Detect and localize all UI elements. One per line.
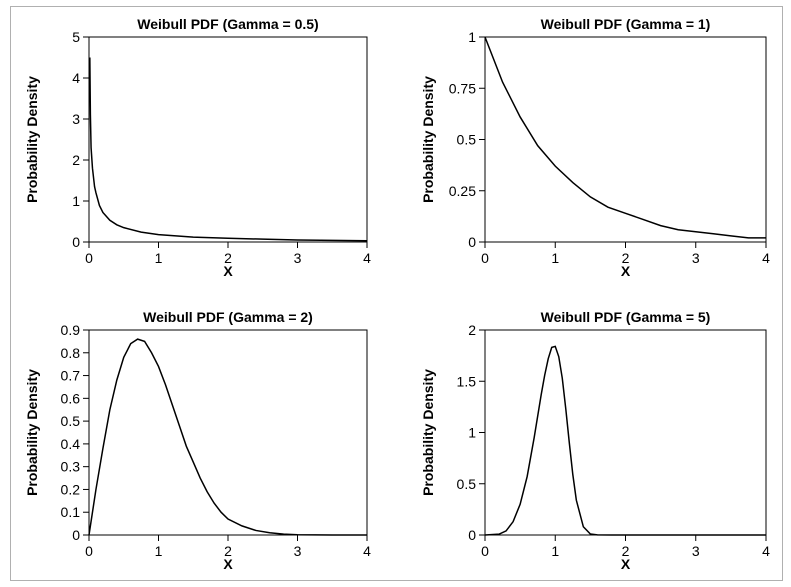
x-tick-label: 2 bbox=[622, 543, 630, 559]
y-tick-label: 0.8 bbox=[61, 345, 81, 361]
plot-frame bbox=[88, 36, 368, 243]
x-axis-label: X bbox=[223, 263, 233, 279]
y-tick-label: 2 bbox=[72, 152, 80, 168]
y-axis-label: Probability Density bbox=[420, 369, 436, 496]
x-tick-label: 2 bbox=[622, 250, 630, 266]
y-tick-label: 0.9 bbox=[61, 322, 81, 338]
plot-frame bbox=[484, 36, 767, 243]
x-tick-label: 3 bbox=[692, 543, 700, 559]
x-axis-label: X bbox=[223, 556, 233, 572]
y-tick-label: 0 bbox=[72, 234, 80, 250]
x-tick-label: 4 bbox=[363, 250, 371, 266]
y-tick-label: 3 bbox=[72, 111, 80, 127]
chart-title: Weibull PDF (Gamma = 1) bbox=[541, 16, 711, 32]
y-axis-label: Probability Density bbox=[24, 369, 40, 496]
y-tick-label: 0.2 bbox=[61, 481, 81, 497]
x-tick-label: 1 bbox=[155, 543, 163, 559]
chart-panel-3: Weibull PDF (Gamma = 2) 0 1 2 3 4 0 0.1 0.2 0.3 0.… bbox=[24, 309, 371, 572]
x-axis-label: X bbox=[621, 556, 631, 572]
x-tick-label: 2 bbox=[224, 250, 232, 266]
x-tick-label: 0 bbox=[481, 250, 489, 266]
y-tick-label: 0 bbox=[468, 234, 476, 250]
y-tick-label: 0.5 bbox=[457, 132, 477, 148]
x-tick-label: 4 bbox=[363, 543, 371, 559]
y-tick-label: 0.5 bbox=[457, 476, 477, 492]
y-tick-label: 1 bbox=[468, 29, 476, 45]
y-tick-label: 5 bbox=[72, 29, 80, 45]
y-tick-label: 0 bbox=[468, 527, 476, 543]
pdf-curve bbox=[484, 36, 766, 239]
y-axis-label: Probability Density bbox=[24, 76, 40, 203]
pdf-curve bbox=[484, 345, 766, 536]
x-tick-label: 4 bbox=[762, 250, 770, 266]
y-tick-label: 1 bbox=[468, 425, 476, 441]
y-tick-label: 0.6 bbox=[61, 390, 81, 406]
x-tick-label: 0 bbox=[85, 250, 93, 266]
chart-title: Weibull PDF (Gamma = 5) bbox=[541, 309, 711, 325]
x-tick-label: 3 bbox=[692, 250, 700, 266]
y-tick-label: 4 bbox=[72, 70, 80, 86]
y-axis-label: Probability Density bbox=[420, 76, 436, 203]
y-tick-label: 0.4 bbox=[61, 436, 81, 452]
figure-border bbox=[10, 6, 783, 581]
plot-frame bbox=[484, 329, 767, 536]
y-tick-label: 0.7 bbox=[61, 368, 81, 384]
y-tick-label: 0.3 bbox=[61, 459, 81, 475]
y-tick-label: 0.1 bbox=[61, 504, 81, 520]
pdf-curve bbox=[89, 57, 368, 242]
chart-title: Weibull PDF (Gamma = 0.5) bbox=[137, 16, 318, 32]
plot-frame bbox=[88, 329, 368, 536]
x-tick-label: 2 bbox=[224, 543, 232, 559]
y-tick-label: 2 bbox=[468, 322, 476, 338]
x-tick-label: 1 bbox=[155, 250, 163, 266]
x-tick-label: 3 bbox=[294, 250, 302, 266]
y-tick-label: 0 bbox=[72, 527, 80, 543]
chart-panel-4: Weibull PDF (Gamma = 5)0 1 2 3 400.511.52XPr… bbox=[420, 309, 770, 572]
chart-panel-2: Weibull PDF (Gamma = 1) 0 1 2 3 4 0 0.25 0.5 0.75… bbox=[420, 16, 770, 279]
y-tick-label: 0.75 bbox=[449, 80, 476, 96]
x-tick-label: 0 bbox=[85, 543, 93, 559]
y-tick-label: 1.5 bbox=[457, 373, 477, 389]
chart-title: Weibull PDF (Gamma = 2) bbox=[143, 309, 313, 325]
y-tick-label: 0.5 bbox=[61, 413, 81, 429]
y-tick-label: 1 bbox=[72, 193, 80, 209]
y-tick-label: 0.25 bbox=[449, 183, 476, 199]
x-tick-label: 3 bbox=[294, 543, 302, 559]
pdf-curve bbox=[88, 338, 367, 536]
x-tick-label: 0 bbox=[481, 543, 489, 559]
x-tick-label: 4 bbox=[762, 543, 770, 559]
x-axis-label: X bbox=[621, 263, 631, 279]
x-tick-label: 1 bbox=[551, 250, 559, 266]
x-tick-label: 1 bbox=[551, 543, 559, 559]
chart-panel-1: Weibull PDF (Gamma = 0.5) 0 1 2 3 4 0 1 2 3 4 5 X Pro… bbox=[24, 16, 371, 279]
